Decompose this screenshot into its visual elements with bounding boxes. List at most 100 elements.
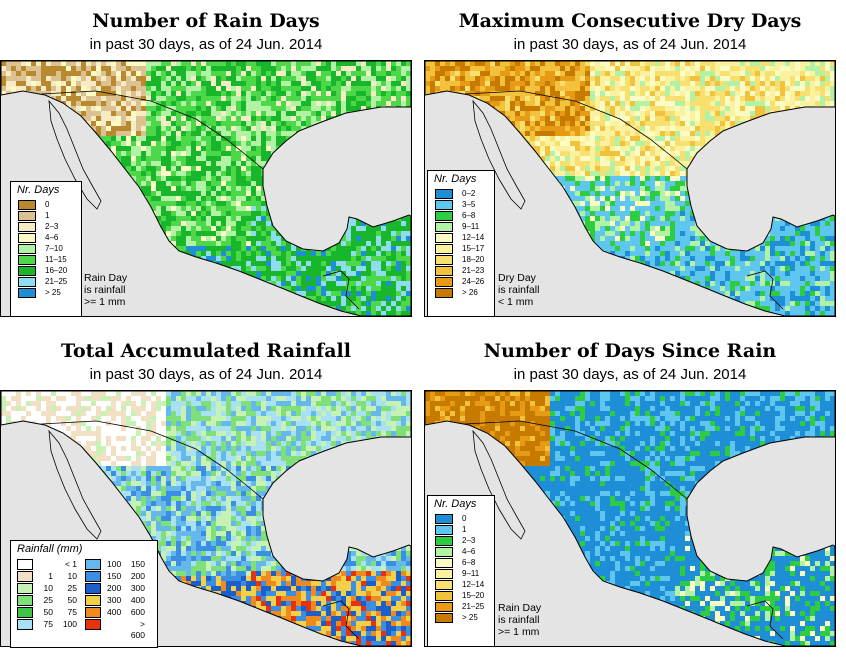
legend-item: 2–3: [428, 536, 494, 547]
legend-item: 300 400: [85, 595, 147, 607]
central-america-border: [746, 270, 784, 310]
legend-range-high: 400: [130, 595, 145, 605]
legend-item: 150 200: [85, 571, 147, 583]
legend-item: 1 10: [17, 571, 79, 583]
legend-swatch: [435, 536, 453, 546]
legend-label: > 25: [462, 613, 478, 622]
panel-subtitle: in past 30 days, as of 24 Jun. 2014: [424, 36, 836, 53]
coastline: [425, 61, 835, 316]
legend-swatch: [18, 266, 36, 276]
legend-label: 7–10: [45, 244, 63, 253]
legend-swatch: [435, 591, 453, 601]
legend-item: 75 100: [17, 619, 79, 631]
legend-item: 21–25: [428, 602, 494, 613]
panel-title: Total Accumulated Rainfall: [61, 340, 351, 362]
gulf-of-california: [48, 429, 102, 540]
legend-swatch: [17, 583, 33, 594]
legend-item: 16–20: [11, 266, 81, 277]
legend-swatch: [435, 547, 453, 557]
note-line: >= 1 mm: [84, 296, 126, 308]
legend-swatch: [85, 583, 101, 594]
legend-item: 0–2: [428, 189, 494, 200]
legend-swatch: [435, 244, 453, 254]
central-america-border: [322, 600, 360, 640]
legend-label: 9–11: [462, 222, 480, 231]
legend-range-low: 300: [107, 595, 122, 605]
legend-item: 9–11: [428, 222, 494, 233]
legend-item: 10 25: [17, 583, 79, 595]
legend-item: 21–25: [11, 277, 81, 288]
legend-label: 11–15: [45, 255, 67, 264]
legend-label: 15–20: [462, 591, 485, 600]
subtitle-date: 24 Jun. 2014: [659, 36, 747, 53]
subtitle-date: 24 Jun. 2014: [235, 366, 323, 383]
legend-swatch: [17, 571, 33, 582]
gulf-of-california: [472, 429, 526, 540]
rain-day-note: Rain Day is rainfall >= 1 mm: [498, 602, 541, 638]
legend-swatch: [85, 571, 101, 582]
legend-item: 4–6: [11, 233, 81, 244]
legend-rain-days: Nr. Days 0 1 2–3 4–6 7–10 11–15 16–20 21–25 > 25: [10, 181, 82, 317]
legend-range-high: 75: [67, 607, 77, 617]
legend-swatch: [435, 233, 453, 243]
legend-item: 18–20: [428, 255, 494, 266]
legend-label: 9–11: [462, 569, 480, 578]
note-line: >= 1 mm: [498, 626, 540, 638]
legend-swatch: [435, 580, 453, 590]
central-america-border: [322, 270, 360, 310]
us-mexico-border: [40, 420, 264, 500]
legend-range-low: 1: [48, 571, 53, 581]
legend-range-low: 100: [107, 559, 122, 569]
central-america-border: [746, 600, 784, 640]
legend-range-high: < 1: [64, 559, 77, 569]
legend-range-high: 100: [62, 619, 77, 629]
legend-swatch: [18, 255, 36, 265]
legend-swatch: [435, 602, 453, 612]
panel-title: Number of Days Since Rain: [483, 340, 777, 362]
legend-total-rainfall: Rainfall (mm) < 1 1 10 10 25 25 50 50 75 75 100 10…: [10, 540, 158, 648]
legend-item: 100 150: [85, 559, 147, 571]
note-line: Dry Day: [498, 272, 536, 284]
legend-swatch: [435, 222, 453, 232]
rain-day-note: Rain Day is rainfall >= 1 mm: [84, 272, 127, 308]
legend-range-low: 400: [107, 607, 122, 617]
legend-swatch: [18, 222, 36, 232]
legend-label: 3–5: [462, 200, 476, 209]
legend-swatch: [435, 613, 453, 623]
legend-swatch: [435, 255, 453, 265]
legend-item: > 600: [85, 619, 147, 640]
legend-item: 15–17: [428, 244, 494, 255]
legend-swatch: [85, 559, 101, 570]
legend-label: 1: [462, 525, 467, 534]
legend-label: 15–17: [462, 244, 485, 253]
legend-item: 24–26: [428, 277, 494, 288]
gulf-of-california: [48, 99, 102, 210]
us-mexico-border: [40, 90, 264, 170]
legend-item: 12–14: [428, 580, 494, 591]
legend-range-low: 150: [107, 571, 122, 581]
legend-title: Rainfall (mm): [17, 543, 83, 555]
subtitle-prefix: in past 30 days, as of: [89, 366, 232, 383]
legend-range-high: 25: [67, 583, 77, 593]
legend-item: 12–14: [428, 233, 494, 244]
legend-label: 12–14: [462, 580, 485, 589]
us-mexico-border: [464, 420, 688, 500]
legend-swatch: [17, 559, 33, 570]
legend-dry-days: Nr. Days 0–2 3–5 6–8 9–11 12–14 15–17 18–20 21–…: [427, 170, 495, 317]
legend-item: 1: [428, 525, 494, 536]
legend-label: 21–25: [45, 277, 68, 286]
us-mexico-border: [464, 90, 688, 170]
legend-label: 1: [45, 211, 50, 220]
legend-item: 1: [11, 211, 81, 222]
legend-label: 16–20: [45, 266, 68, 275]
legend-swatch: [435, 525, 453, 535]
legend-item: 0: [428, 514, 494, 525]
legend-item: 2–3: [11, 222, 81, 233]
legend-swatch: [18, 211, 36, 221]
note-line: < 1 mm: [498, 296, 534, 308]
legend-swatch: [85, 595, 101, 606]
legend-label: 2–3: [45, 222, 59, 231]
legend-item: > 26: [428, 288, 494, 299]
dry-day-note: Dry Day is rainfall < 1 mm: [498, 272, 539, 308]
legend-item: 6–8: [428, 211, 494, 222]
